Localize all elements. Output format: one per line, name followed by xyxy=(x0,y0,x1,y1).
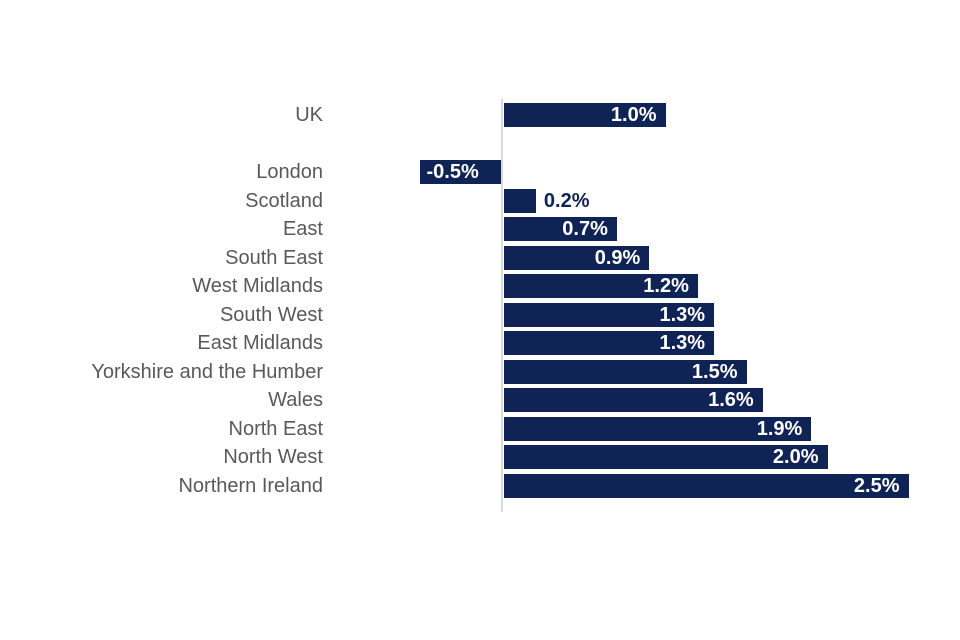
category-label-south-west: South West xyxy=(219,303,323,326)
value-label-wales: 1.6% xyxy=(708,389,754,412)
bar-south-east: 0.9% xyxy=(503,245,650,270)
row-spacer xyxy=(0,130,960,159)
category-label-london: London xyxy=(256,161,323,183)
value-label-north-east: 1.9% xyxy=(756,417,803,440)
chart-row-south-west: South West 1.3% xyxy=(0,301,960,330)
bar-north-east: 1.9% xyxy=(503,416,812,441)
bar-west-midlands: 1.2% xyxy=(503,274,698,299)
category-label-north-east: North East xyxy=(228,417,323,440)
category-label-east: East xyxy=(282,218,323,240)
chart-row-uk: UK 1.0% xyxy=(0,101,960,130)
value-label-scotland: 0.2% xyxy=(543,189,590,212)
chart-row-wales: Wales 1.6% xyxy=(0,386,960,415)
value-label-yorkshire-and-the-humber: 1.5% xyxy=(691,360,738,383)
category-label-scotland: Scotland xyxy=(245,189,323,212)
category-label-yorkshire-and-the-humber: Yorkshire and the Humber xyxy=(91,360,323,383)
chart-row-northern-ireland: Northern Ireland 2.5% xyxy=(0,472,960,501)
category-label-south-east: South East xyxy=(225,246,323,269)
chart-row-london: London -0.5% xyxy=(0,158,960,187)
category-label-north-west: North West xyxy=(223,446,323,468)
value-label-east: 0.7% xyxy=(562,218,608,241)
value-label-west-midlands: 1.2% xyxy=(643,275,689,298)
bar-east-midlands: 1.3% xyxy=(503,331,715,356)
bar-east: 0.7% xyxy=(503,217,617,242)
value-label-north-west: 2.0% xyxy=(772,446,819,469)
value-label-south-west: 1.3% xyxy=(659,303,706,326)
bar-london: -0.5% xyxy=(419,160,501,185)
chart-row-east-midlands: East Midlands 1.3% xyxy=(0,329,960,358)
chart-row-south-east: South East 0.9% xyxy=(0,244,960,273)
chart-row-north-west: North West 2.0% xyxy=(0,443,960,472)
value-label-east-midlands: 1.3% xyxy=(659,332,706,355)
chart-row-north-east: North East 1.9% xyxy=(0,415,960,444)
bar-yorkshire-and-the-humber: 1.5% xyxy=(503,359,747,384)
bar-scotland xyxy=(503,188,536,213)
chart-row-west-midlands: West Midlands 1.2% xyxy=(0,272,960,301)
category-label-uk: UK xyxy=(295,104,323,126)
category-label-east-midlands: East Midlands xyxy=(197,332,323,354)
bar-uk: 1.0% xyxy=(503,103,666,128)
category-label-west-midlands: West Midlands xyxy=(192,275,323,297)
zero-axis-line xyxy=(501,99,503,512)
chart-row-scotland: Scotland 0.2% xyxy=(0,187,960,216)
chart-rows: UK 1.0% London -0.5% Scotland 0.2% East 0.7% Sou… xyxy=(0,101,960,500)
category-label-northern-ireland: Northern Ireland xyxy=(178,474,323,497)
bar-northern-ireland: 2.5% xyxy=(503,473,909,498)
chart-row-yorkshire-and-the-humber: Yorkshire and the Humber 1.5% xyxy=(0,358,960,387)
bar-wales: 1.6% xyxy=(503,388,763,413)
bar-north-west: 2.0% xyxy=(503,445,828,470)
bar-south-west: 1.3% xyxy=(503,302,715,327)
chart-row-east: East 0.7% xyxy=(0,215,960,244)
value-label-london: -0.5% xyxy=(426,161,479,184)
value-label-uk: 1.0% xyxy=(610,104,657,127)
category-label-wales: Wales xyxy=(268,389,323,411)
value-label-northern-ireland: 2.5% xyxy=(853,474,900,497)
value-label-south-east: 0.9% xyxy=(594,246,641,269)
